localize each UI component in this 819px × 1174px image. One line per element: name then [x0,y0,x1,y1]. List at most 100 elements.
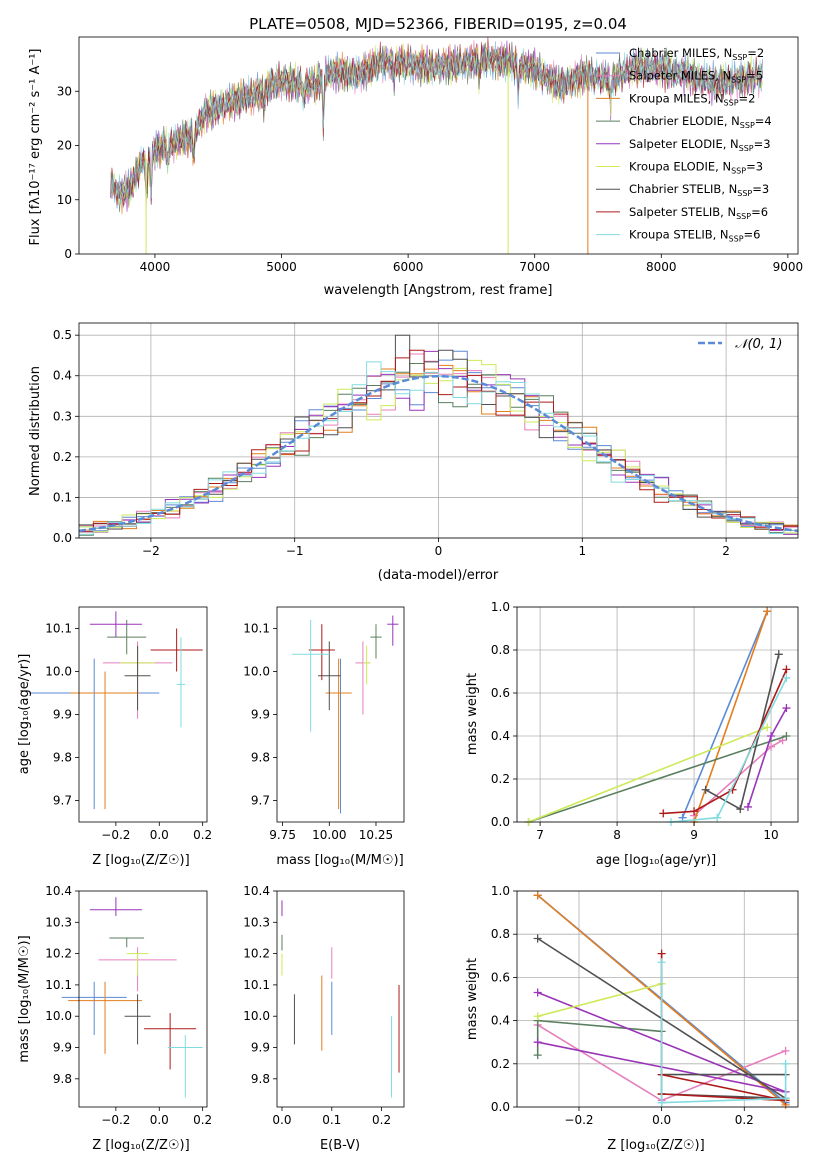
age-metallicity-ylabel: age [log₁₀(age/yr)] [17,654,32,775]
y-tick-label: 10.1 [243,622,270,636]
y-tick-label: 0.6 [491,970,510,984]
mass-extinction-xlabel: E(B-V) [320,1138,360,1153]
y-tick-label: 10.0 [243,1009,270,1023]
y-tick-label: 0.2 [491,772,510,786]
x-tick-label: 0 [435,544,443,558]
y-tick-label: 9.8 [53,751,72,765]
weight-marker [781,1094,790,1103]
legend-label-9: Kroupa STELIB, NSSP=6 [629,228,760,244]
weight-metallicity-ylabel: mass weight [465,958,480,1040]
plot-frame [78,322,799,539]
spectrum-legend: Chabrier MILES, NSSP=2 Salpeter MILES, NS… [596,46,772,244]
legend-label-3: Kroupa MILES, NSSP=2 [629,91,755,107]
x-tick-label: −0.2 [564,1113,593,1127]
mass-vs-metallicity-panel: −0.2 0.0 0.2 9.8 9.9 10.0 10.1 10.2 10.3 10.4 Z [… [17,884,212,1153]
x-tick-label: −0.2 [101,828,130,842]
x-tick-label: −0.2 [101,1113,130,1127]
x-tick-label: 0.2 [372,1113,391,1127]
weight-marker [533,1012,542,1021]
y-tick-label: 30 [57,84,72,98]
x-tick-label: 5000 [266,260,297,274]
y-tick-label: 0.8 [491,927,510,941]
x-tick-label: 7 [536,828,544,842]
weight-marker [782,673,791,682]
weight-age-ylabel: mass weight [465,673,480,755]
y-tick-label: 10.3 [243,915,270,929]
x-tick-label: 6000 [393,260,424,274]
x-tick-label: 0.2 [193,828,212,842]
residual-histogram-panel: −2 −1 0 1 2 0.0 0.1 0.2 0.3 0.4 0.5 (data-model)/e… [28,322,799,583]
weight-series-6 [537,983,662,1018]
x-tick-label: 0.0 [272,1113,291,1127]
y-tick-label: 0.2 [491,1057,510,1071]
y-tick-label: 9.8 [251,751,270,765]
y-tick-label: 0.0 [491,815,510,829]
x-tick-label: 0.0 [652,1113,671,1127]
y-tick-label: 0.4 [491,1014,510,1028]
histogram-ylabel: Normed distribution [28,366,43,496]
y-tick-label: 0.5 [53,328,72,342]
weight-marker [659,809,668,818]
y-tick-label: 9.9 [251,1041,270,1055]
x-tick-label: 0.2 [193,1113,212,1127]
weight-marker [781,1059,790,1068]
x-tick-label: 10.25 [359,828,393,842]
x-tick-label: 10 [763,828,778,842]
y-tick-label: 9.8 [53,1072,72,1086]
weight-marker [533,1051,542,1060]
y-tick-label: 9.7 [53,794,72,808]
weight-marker [736,805,745,814]
age-mass-xlabel: mass [log₁₀(M/M☉)] [276,853,403,868]
legend-label-7: Chabrier STELIB, NSSP=3 [629,182,769,198]
weight-marker [782,732,791,740]
weight-marker [701,785,710,794]
weight-marker [743,802,752,811]
weight-series-6 [528,726,768,823]
x-tick-label: −2 [142,544,160,558]
weight-marker [657,958,666,967]
x-tick-label: 7000 [519,260,550,274]
mass-weight-vs-metallicity-panel: −0.2 0.0 0.2 0.0 0.2 0.4 0.6 0.8 1.0 Z [log₁₀(Z/… [465,884,799,1153]
y-tick-label: 9.9 [53,708,72,722]
y-tick-label: 9.8 [251,1072,270,1086]
y-tick-label: 9.7 [251,794,270,808]
weight-marker [782,704,791,713]
y-tick-label: 0.0 [53,531,72,545]
y-tick-label: 0.6 [491,686,510,700]
legend-label-4: Chabrier ELODIE, NSSP=4 [629,114,772,130]
weight-marker [533,934,542,943]
normal-curve [78,374,799,533]
weight-marker [713,813,722,822]
y-tick-label: 0 [64,247,72,261]
weight-marker [782,665,791,674]
y-tick-label: 0.1 [53,490,72,504]
plot-frame [78,890,208,1108]
weight-age-xlabel: age [log₁₀(age/yr)] [596,853,717,868]
weight-marker [767,732,776,740]
x-tick-label: 9 [690,828,698,842]
legend-label-2: Salpeter MILES, NSSP=5 [629,69,763,85]
plot-frame [516,890,799,1108]
mass-vs-extinction-panel: 0.0 0.1 0.2 9.8 9.9 10.0 10.1 10.2 10.3 10.4 E(B-… [243,884,405,1153]
weight-series-3 [693,611,768,823]
plot-frame [78,36,799,255]
weight-marker [657,949,666,958]
weight-marker [781,1046,790,1055]
y-tick-label: 10.0 [45,1009,72,1023]
weight-marker [533,1038,542,1047]
y-tick-label: 10.3 [45,915,72,929]
mass-metallicity-ylabel: mass [log₁₀(M/M☉)] [17,935,32,1062]
x-tick-label: 8 [613,828,621,842]
weight-marker [533,988,542,997]
mass-metallicity-xlabel: Z [log₁₀(Z/Z☉)] [92,1138,189,1153]
weight-marker [774,650,783,659]
x-tick-label: 0.0 [150,1113,169,1127]
spectrum-ylabel: Flux [fλ10⁻¹⁷ erg cm⁻² s⁻¹ A⁻¹] [28,49,43,246]
y-tick-label: 10.4 [45,884,72,898]
spectrum-series-9 [110,42,763,206]
y-tick-label: 10.1 [45,978,72,992]
y-tick-label: 10.2 [243,947,270,961]
plot-frame [78,606,208,823]
plot-frame [276,606,405,823]
legend-label-6: Kroupa ELODIE, NSSP=3 [629,160,763,176]
